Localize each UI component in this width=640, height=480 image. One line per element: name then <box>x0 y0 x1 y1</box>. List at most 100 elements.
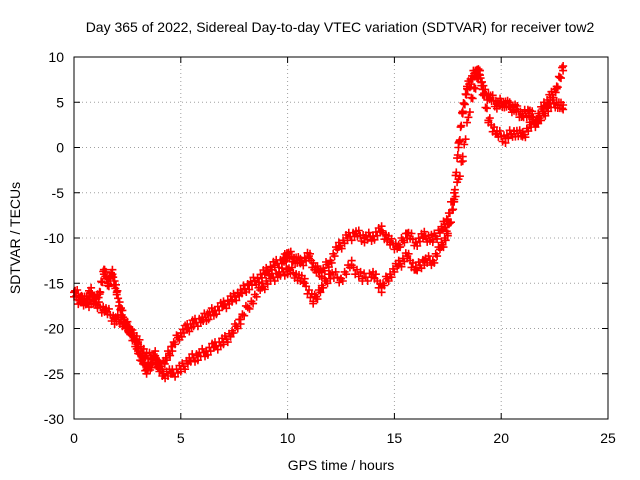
data-point <box>411 265 420 274</box>
data-point <box>369 232 378 241</box>
data-point <box>228 329 237 338</box>
data-points <box>70 62 568 383</box>
data-point <box>236 315 245 324</box>
data-point <box>386 238 395 247</box>
data-point <box>559 105 568 114</box>
y-axis-label: SDTVAR / TECUs <box>7 182 23 294</box>
data-point <box>377 283 386 292</box>
data-point <box>450 188 459 197</box>
x-axis-label: GPS time / hours <box>288 457 395 473</box>
data-point <box>309 297 318 306</box>
data-point <box>108 270 117 279</box>
data-point <box>80 297 89 306</box>
grid <box>74 57 608 419</box>
data-point <box>552 98 561 107</box>
data-point <box>161 356 170 365</box>
data-point <box>290 253 299 262</box>
x-tick-label: 10 <box>280 430 296 446</box>
data-point <box>247 297 256 306</box>
data-point <box>394 243 403 252</box>
data-point <box>337 274 345 283</box>
tick-labels: 0 5 10 15 20 25 -30 -25 -20 -15 -10 -5 0 5 10 <box>44 49 616 446</box>
data-point <box>326 256 335 265</box>
data-point <box>467 75 476 84</box>
data-point <box>317 268 326 277</box>
data-point <box>358 274 367 283</box>
data-point <box>559 62 568 71</box>
data-point <box>535 116 544 125</box>
series-b <box>74 66 568 383</box>
data-point <box>168 369 177 378</box>
data-point <box>443 229 452 238</box>
x-tick-label: 15 <box>387 430 403 446</box>
data-point <box>420 256 429 265</box>
data-point <box>300 279 309 288</box>
data-point <box>210 342 219 351</box>
series-a <box>70 62 568 378</box>
y-tick-label: -10 <box>44 230 64 246</box>
data-point <box>219 338 228 347</box>
data-point <box>467 93 476 102</box>
data-point <box>377 226 386 235</box>
data-point <box>475 71 484 80</box>
y-tick-label: 0 <box>56 140 64 156</box>
data-point <box>236 288 245 297</box>
data-point <box>228 295 237 304</box>
data-point <box>428 256 437 265</box>
data-point <box>219 301 228 310</box>
data-point <box>347 261 356 270</box>
data-point <box>501 134 510 143</box>
data-point <box>437 224 446 233</box>
y-tick-label: -5 <box>52 185 65 201</box>
data-point <box>499 98 508 107</box>
data-point <box>518 132 527 141</box>
data-point <box>138 356 147 365</box>
data-point <box>125 329 134 338</box>
data-point <box>183 324 192 333</box>
data-point <box>512 105 521 114</box>
data-point <box>151 356 160 365</box>
x-tick-label: 25 <box>600 430 616 446</box>
data-point <box>283 250 292 259</box>
y-tick-label: -20 <box>44 321 64 337</box>
chart-title: Day 365 of 2022, Sidereal Day-to-day VTE… <box>86 19 595 35</box>
data-point <box>245 281 254 290</box>
data-point <box>411 238 420 247</box>
data-point <box>334 243 343 252</box>
data-point <box>93 301 102 310</box>
data-point <box>210 306 219 315</box>
data-point <box>253 274 262 283</box>
data-point <box>292 270 301 279</box>
series-markers <box>74 66 568 383</box>
data-point <box>437 243 446 252</box>
x-tick-label: 0 <box>70 430 78 446</box>
data-point <box>428 235 437 244</box>
data-point <box>458 152 467 161</box>
data-point <box>518 111 527 120</box>
data-point <box>458 107 467 116</box>
x-tick-label: 20 <box>493 430 509 446</box>
data-point <box>369 270 378 279</box>
data-point <box>87 288 96 297</box>
data-point <box>420 232 429 241</box>
data-point <box>102 306 111 315</box>
data-point <box>403 252 412 261</box>
y-tick-label: -15 <box>44 275 64 291</box>
data-point <box>552 84 561 93</box>
data-point <box>193 351 202 360</box>
plot-frame <box>73 56 609 420</box>
data-point <box>189 319 198 328</box>
data-point <box>204 310 213 319</box>
data-point <box>134 338 143 347</box>
data-point <box>266 274 275 283</box>
data-point <box>394 261 403 270</box>
data-point <box>351 229 360 238</box>
data-point <box>450 197 459 206</box>
data-point <box>134 347 143 356</box>
y-tick-label: -30 <box>44 411 64 427</box>
y-tick-label: 10 <box>48 49 64 65</box>
data-point <box>275 270 284 279</box>
data-point <box>185 356 194 365</box>
data-point <box>454 143 463 152</box>
